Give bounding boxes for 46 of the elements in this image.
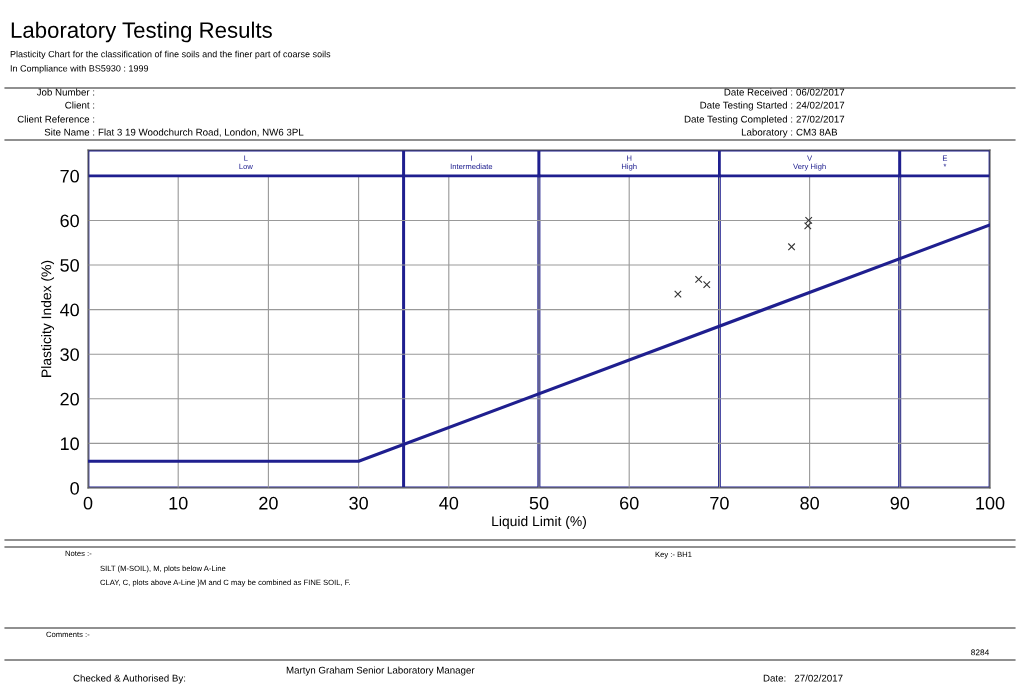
x-axis-title: Liquid Limit (%) — [492, 515, 586, 529]
text: Martyn Graham Senior Laboratory Manager — [286, 666, 475, 676]
text: Site Name : — [44, 128, 95, 136]
x-tick-label: 0 — [83, 496, 93, 510]
y-axis-title: Plasticity Index (%) — [41, 260, 55, 377]
y-tick-label: 70 — [60, 169, 79, 183]
y-tick-label: 10 — [60, 437, 79, 451]
x-tick-label: 50 — [529, 496, 549, 510]
text: 27/02/2017 — [796, 115, 845, 123]
point — [694, 275, 703, 284]
y-tick-label: 30 — [60, 348, 79, 361]
x-tick-label: 100 — [976, 496, 1005, 510]
text: Flat 3 19 Woodchurch Road, London, NW6 3PL — [98, 128, 304, 137]
point — [787, 242, 796, 251]
text: Checked & Authorised By: — [73, 674, 186, 684]
text: Date: 27/02/2017 — [763, 674, 843, 682]
text: Date Received : — [724, 88, 793, 96]
point — [803, 221, 812, 230]
point — [702, 280, 711, 289]
text: Date Testing Started : — [700, 101, 793, 111]
text: Client : — [65, 101, 95, 109]
text: 24/02/2017 — [796, 101, 845, 109]
x-tick-label: 80 — [800, 496, 819, 510]
text: Job Number : — [36, 88, 95, 96]
point — [804, 216, 813, 225]
x-tick-label: 20 — [259, 496, 278, 510]
text: Laboratory : — [741, 128, 793, 138]
x-tick-label: 40 — [439, 496, 459, 510]
y-tick-label: 40 — [60, 303, 79, 317]
text: 06/02/2017 — [796, 88, 845, 96]
x-tick-label: 30 — [349, 496, 368, 510]
point — [674, 290, 682, 298]
text: CM3 8AB — [796, 128, 838, 136]
text: 8284 — [971, 649, 990, 656]
x-tick-label: 10 — [169, 496, 188, 510]
y-tick-label: 50 — [60, 258, 79, 272]
y-tick-label: 0 — [70, 481, 79, 495]
x-tick-label: 90 — [890, 496, 910, 510]
text: Client Reference : — [17, 115, 95, 123]
chart-title: Laboratory Testing Results — [11, 21, 272, 43]
y-tick-label: 60 — [60, 214, 79, 228]
text: Date Testing Completed : — [684, 115, 793, 125]
x-tick-label: 60 — [620, 496, 639, 510]
y-tick-label: 20 — [60, 392, 79, 406]
x-tick-label: 70 — [710, 496, 729, 510]
chart-subtitle: Plasticity Chart for the classification of fine soils and the finer part of coarse soils In Compliance with BS5930 : 1999 — [10, 50, 331, 74]
